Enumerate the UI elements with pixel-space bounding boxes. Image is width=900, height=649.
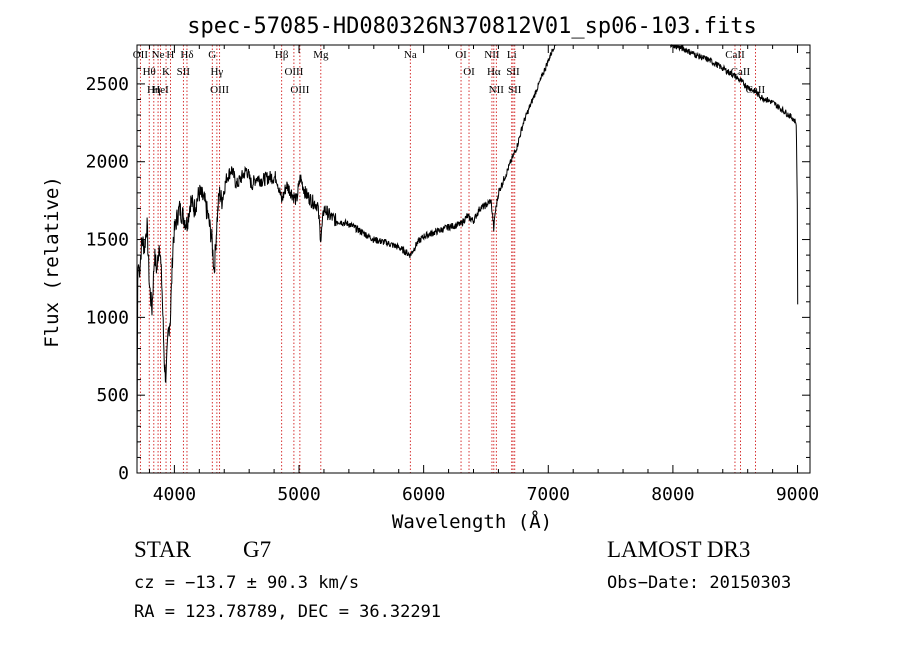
line-marker-label: OIII xyxy=(284,66,303,78)
line-marker-label: Hθ xyxy=(143,66,156,78)
line-marker-label: Ne xyxy=(152,49,165,61)
x-tick-label: 5000 xyxy=(277,484,320,505)
line-marker-label: OI xyxy=(455,49,467,61)
line-marker-label: OIII xyxy=(210,84,229,96)
line-marker-label: NII xyxy=(489,84,505,96)
y-tick-label: 2000 xyxy=(86,152,129,173)
line-marker-label: G xyxy=(208,49,216,61)
emission-line-markers xyxy=(139,45,756,473)
spectrum-series-line xyxy=(136,43,799,466)
y-tick-label: 0 xyxy=(118,463,129,484)
y-tick-label: 1500 xyxy=(86,230,129,251)
x-axis-ticks: 4000 5000 6000 7000 8000 9000 xyxy=(148,45,819,505)
x-tick-label: 6000 xyxy=(402,484,445,505)
line-marker-label: Hβ xyxy=(275,49,289,61)
line-marker-label: CaII xyxy=(725,49,745,61)
line-marker-label: Hγ xyxy=(210,66,223,78)
line-marker-label: Hα xyxy=(487,66,501,78)
redshift-cz: cz = −13.7 ± 90.3 km/s xyxy=(134,573,360,593)
line-marker-label: HeI xyxy=(152,84,169,96)
y-tick-label: 500 xyxy=(96,385,129,406)
y-axis-ticks: 0 500 1000 1500 2000 2500 xyxy=(86,52,810,484)
line-marker-label: K xyxy=(162,66,170,78)
line-marker-label: Mg xyxy=(313,49,329,61)
line-marker-label: SII xyxy=(506,66,520,78)
x-tick-label: 4000 xyxy=(153,484,196,505)
ra-dec-coordinates: RA = 123.78789, DEC = 36.32291 xyxy=(134,602,442,622)
y-tick-label: 2500 xyxy=(86,74,129,95)
line-marker-label: OI xyxy=(463,66,475,78)
x-tick-label: 7000 xyxy=(527,484,570,505)
line-marker-label: SII xyxy=(177,66,191,78)
line-marker-label: CaII xyxy=(731,66,751,78)
line-marker-label: OIII xyxy=(290,84,309,96)
line-marker-label: SII xyxy=(508,84,522,96)
x-axis-label: Wavelength (Å) xyxy=(392,510,552,533)
line-marker-label: Hδ xyxy=(180,49,193,61)
line-marker-label: Na xyxy=(404,49,417,61)
chart-title: spec-57085-HD080326N370812V01_sp06-103.f… xyxy=(187,14,757,39)
line-marker-label: Li xyxy=(507,49,517,61)
line-marker-label: NII xyxy=(484,49,500,61)
observation-date: Obs−Date: 20150303 xyxy=(607,573,792,593)
line-marker-label: OII xyxy=(133,49,149,61)
y-tick-label: 1000 xyxy=(86,307,129,328)
plot-frame xyxy=(136,44,811,474)
x-tick-label: 9000 xyxy=(776,484,819,505)
survey-name: LAMOST DR3 xyxy=(607,537,751,562)
y-axis-label: Flux (relative) xyxy=(41,176,63,348)
object-class: STAR xyxy=(134,537,191,562)
line-marker-label: H xyxy=(166,49,174,61)
object-subclass: G7 xyxy=(243,537,272,562)
line-marker-label: Hη xyxy=(147,84,161,96)
x-tick-label: 8000 xyxy=(651,484,694,505)
